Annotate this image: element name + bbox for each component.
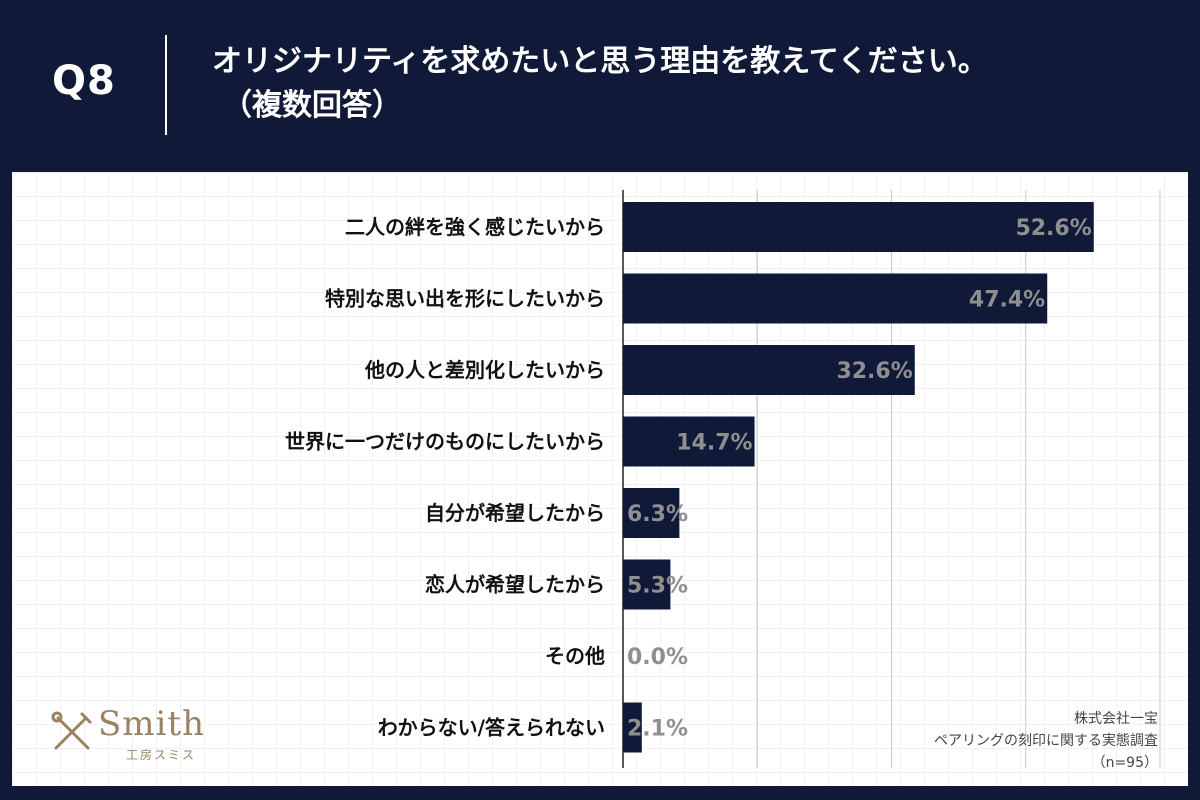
bar	[623, 559, 671, 610]
source-survey: ペアリングの刻印に関する実態調査	[934, 733, 1158, 749]
crossed-tools-icon	[51, 711, 92, 750]
value-label: 47.4%	[969, 288, 1045, 313]
bar	[623, 416, 755, 467]
category-label: その他	[545, 644, 605, 668]
source-note: 株式会社一宝 ペアリングの刻印に関する実態調査 （n=95）	[934, 708, 1158, 774]
category-label: 恋人が希望したから	[425, 573, 605, 597]
chart-panel: 二人の絆を強く感じたいから 52.6% 特別な思い出を形にしたいから 47.4% 他の人…	[12, 172, 1188, 786]
header-divider	[165, 35, 167, 135]
bar	[623, 202, 1094, 252]
category-label: 特別な思い出を形にしたいから	[325, 287, 605, 311]
category-label: 二人の絆を強く感じたいから	[345, 215, 605, 239]
value-label: 5.3%	[627, 574, 688, 599]
bar	[623, 488, 680, 538]
bar	[623, 345, 915, 395]
header: Q8 オリジナリティを求めたいと思う理由を教えてください。 （複数回答）	[0, 0, 1200, 170]
value-label: 0.0%	[627, 645, 688, 670]
question-title: オリジナリティを求めたいと思う理由を教えてください。 （複数回答）	[212, 40, 988, 128]
category-label: 他の人と差別化したいから	[364, 358, 605, 382]
category-label: 自分が希望したから	[425, 501, 605, 525]
question-title-line1: オリジナリティを求めたいと思う理由を教えてください。	[212, 44, 988, 79]
source-sample-size: （n=95）	[1091, 755, 1158, 771]
question-title-line2: （複数回答）	[222, 88, 402, 123]
value-label: 32.6%	[836, 359, 912, 384]
source-company: 株式会社一宝	[1074, 711, 1158, 727]
value-label: 2.1%	[627, 717, 688, 742]
category-label: わからない/答えられない	[378, 716, 605, 740]
question-number: Q8	[52, 58, 116, 104]
value-label: 52.6%	[1015, 216, 1091, 241]
brand-logo: Smith 工房スミス	[50, 704, 250, 768]
logo-subtext: 工房スミス	[126, 748, 197, 762]
bar	[623, 702, 642, 753]
bar	[623, 273, 1048, 324]
value-label: 6.3%	[627, 502, 688, 527]
logo-text: Smith	[98, 704, 205, 744]
bar-chart: 二人の絆を強く感じたいから 52.6% 特別な思い出を形にしたいから 47.4% 他の人…	[285, 190, 1161, 768]
category-label: 世界に一つだけのものにしたいから	[285, 430, 605, 454]
value-label: 14.7%	[676, 431, 752, 456]
